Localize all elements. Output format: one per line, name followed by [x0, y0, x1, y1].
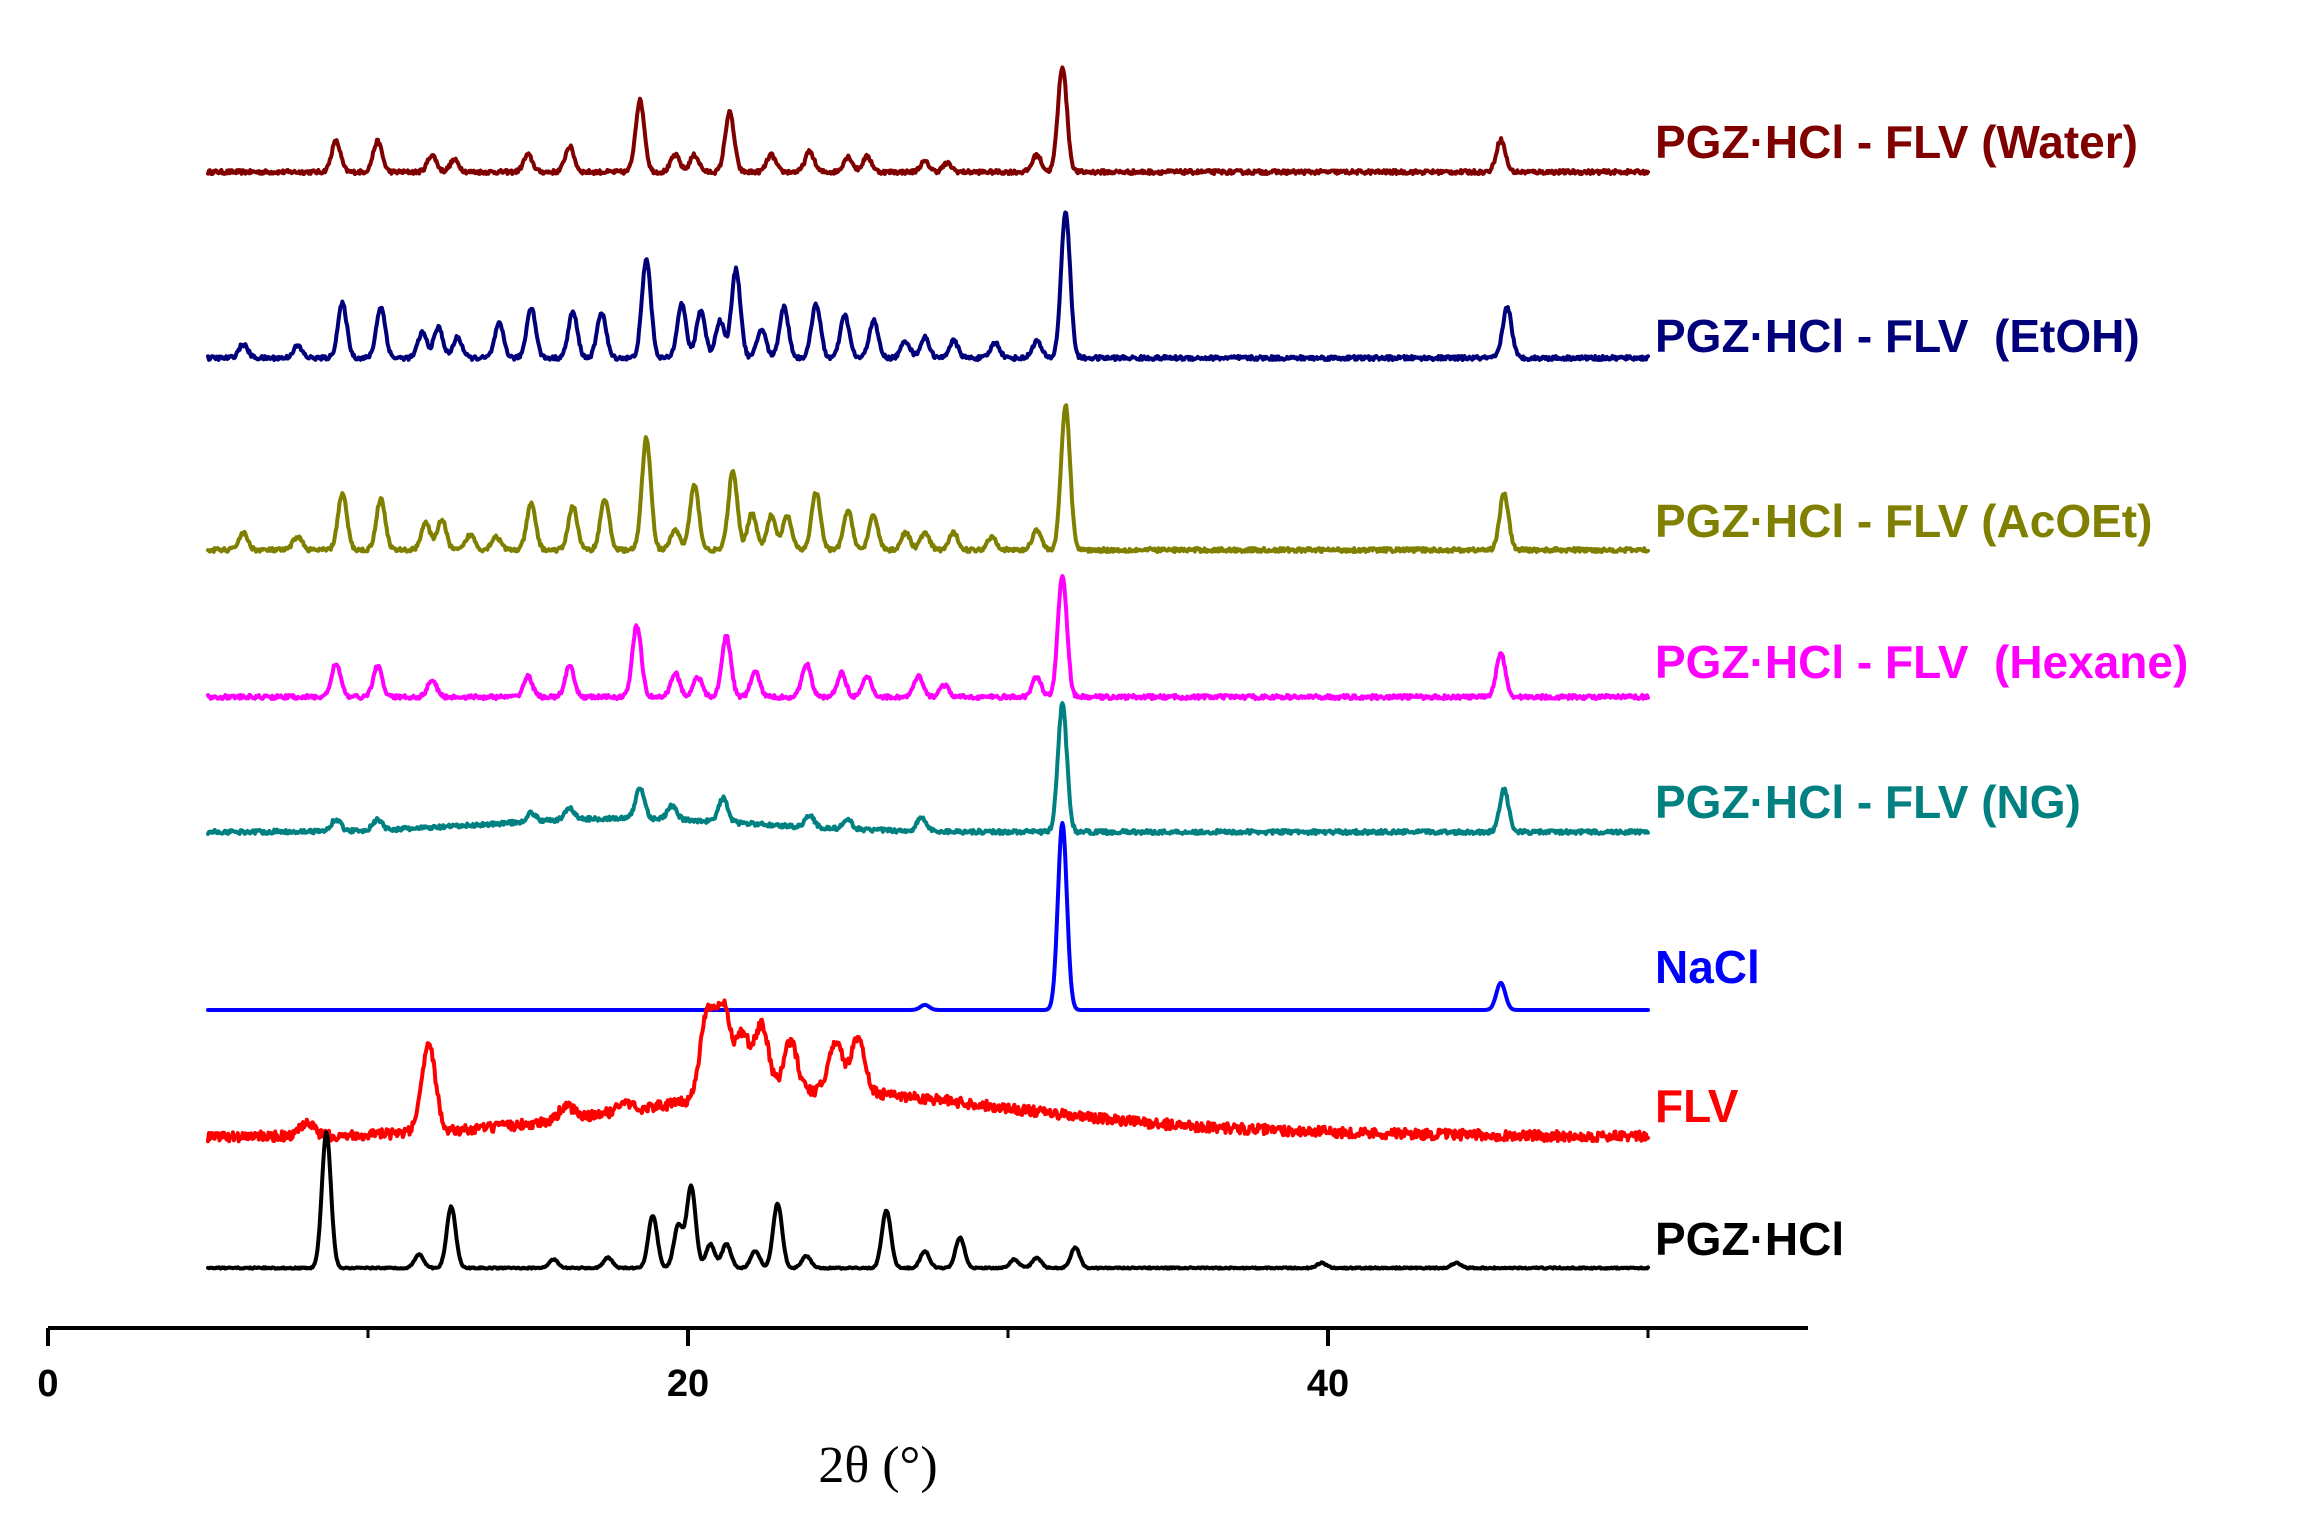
x-tick-label: 40: [1307, 1363, 1349, 1405]
series-label: PGZ·HCl - FLV (AcOEt): [1655, 495, 2152, 547]
x-tick-label: 20: [667, 1363, 709, 1405]
series-label: PGZ·HCl - FLV (Hexane): [1655, 636, 2188, 688]
trace-pgz-hcl-flv-etoh: [206, 210, 1650, 362]
x-tick-label: 0: [37, 1363, 58, 1405]
x-axis: 0 20 40 2θ (°): [37, 1326, 1808, 1494]
trace-pgz-hcl-flv-ng: [206, 701, 1650, 836]
trace-flv: [206, 998, 1650, 1144]
trace-pgz-hcl: [206, 1130, 1650, 1271]
series-label-layer: PGZ·HCl - FLV (Water) PGZ·HCl - FLV (EtOH…: [1655, 116, 2188, 1265]
trace-nacl: [206, 821, 1650, 1012]
series-label: NaCl: [1655, 941, 1760, 993]
series-label: PGZ·HCl - FLV (EtOH): [1655, 310, 2140, 362]
trace-layer: [206, 65, 1650, 1271]
series-label: PGZ·HCl - FLV (NG): [1655, 776, 2081, 828]
series-label: PGZ·HCl - FLV (Water): [1655, 116, 2138, 168]
x-axis-title: 2θ (°): [818, 1437, 937, 1494]
trace-pgz-hcl-flv-hexane: [206, 574, 1650, 701]
trace-pgz-hcl-flv-acoet: [206, 403, 1650, 554]
trace-pgz-hcl-flv-water: [206, 65, 1650, 176]
series-label: PGZ·HCl: [1655, 1213, 1844, 1265]
series-label: FLV: [1655, 1080, 1739, 1132]
